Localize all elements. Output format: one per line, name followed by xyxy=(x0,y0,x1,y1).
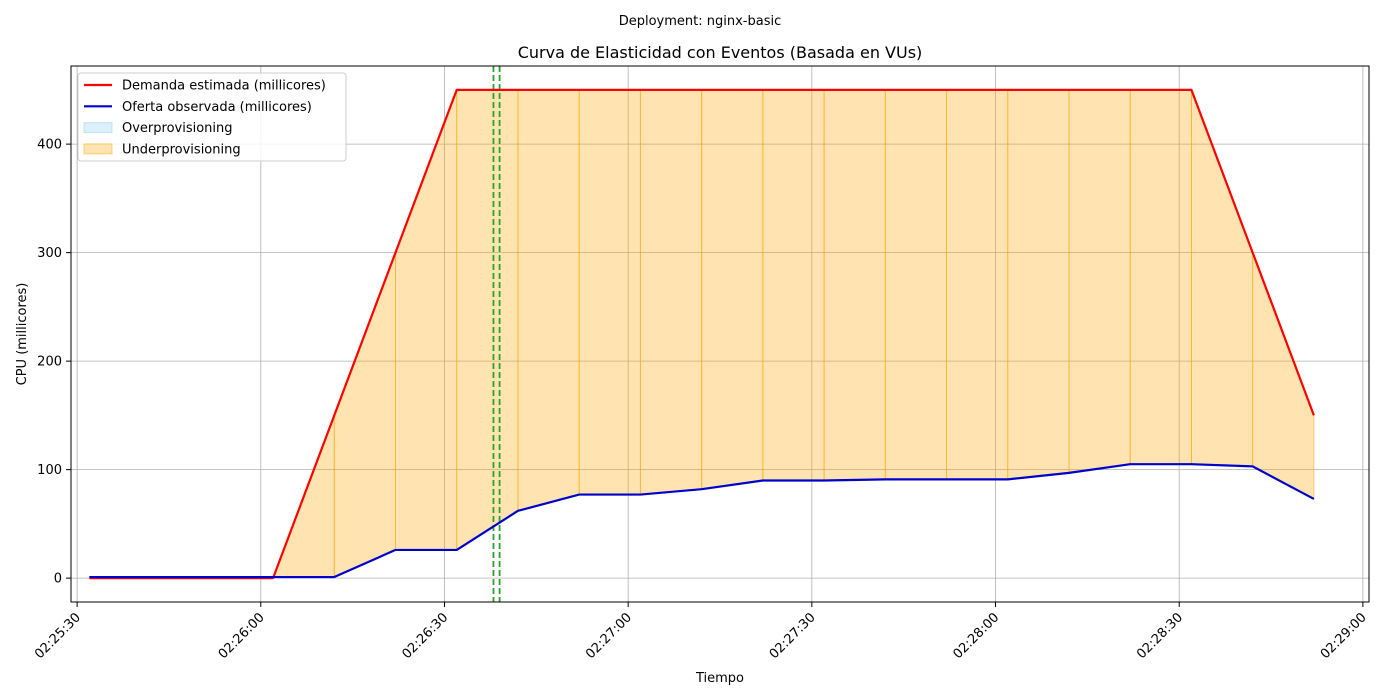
series-lines xyxy=(89,88,1315,580)
y-axis-label: CPU (millicores) xyxy=(15,283,30,386)
underprovisioning-area xyxy=(1190,89,1254,467)
supply-line xyxy=(89,463,1315,579)
legend: Demanda estimada (millicores) Oferta obse… xyxy=(77,72,347,162)
underprovisioning-area xyxy=(395,89,458,551)
chart-title: Curva de Elasticidad con Eventos (Basada… xyxy=(518,43,923,62)
underprovisioning-area xyxy=(578,89,641,496)
event-lines xyxy=(492,66,501,602)
legend-swatch-area xyxy=(83,143,113,155)
legend-swatch-area xyxy=(83,122,113,134)
underprovisioning-area xyxy=(1007,89,1070,480)
x-tick-label: 02:29:00 xyxy=(1318,610,1370,662)
chart-suptitle: Deployment: nginx-basic xyxy=(619,14,782,29)
underprovisioning-area xyxy=(1068,89,1131,474)
legend-label: Underprovisioning xyxy=(122,142,241,157)
underprovisioning-area xyxy=(333,252,396,578)
x-tick-label: 02:26:30 xyxy=(399,610,451,662)
x-tick-label: 02:28:00 xyxy=(950,610,1002,662)
underprovisioning-area xyxy=(823,89,886,481)
underprovisioning-area xyxy=(517,89,580,512)
x-tick-label: 02:28:30 xyxy=(1134,610,1186,662)
underprovisioning-area xyxy=(456,89,519,551)
underprovisioning-area xyxy=(884,89,948,480)
x-tick-label: 02:26:00 xyxy=(216,610,268,662)
underprovisioning-area xyxy=(946,89,1009,480)
x-tick-label: 02:27:00 xyxy=(583,610,635,662)
y-tick-label: 100 xyxy=(37,463,62,478)
fill-areas xyxy=(88,89,1315,579)
underprovisioning-area xyxy=(639,89,703,496)
underprovisioning-area xyxy=(1252,252,1315,500)
legend-box xyxy=(77,72,347,162)
legend-label: Overprovisioning xyxy=(122,121,233,136)
y-tick-label: 300 xyxy=(37,246,62,261)
underprovisioning-area xyxy=(1129,89,1192,465)
y-tick-label: 0 xyxy=(54,572,62,587)
x-axis-label: Tiempo xyxy=(695,671,744,686)
underprovisioning-area xyxy=(701,89,764,490)
plot-frame xyxy=(70,65,1370,603)
y-tick-label: 400 xyxy=(37,138,62,153)
demand-line xyxy=(89,88,1315,580)
y-tick-label: 200 xyxy=(37,355,62,370)
grid xyxy=(71,66,1369,602)
x-tick-label: 02:25:30 xyxy=(32,610,84,662)
x-tick-label: 02:27:30 xyxy=(767,610,819,662)
legend-label: Demanda estimada (millicores) xyxy=(122,79,326,94)
legend-label: Oferta observada (millicores) xyxy=(122,100,312,115)
underprovisioning-area xyxy=(762,89,825,481)
